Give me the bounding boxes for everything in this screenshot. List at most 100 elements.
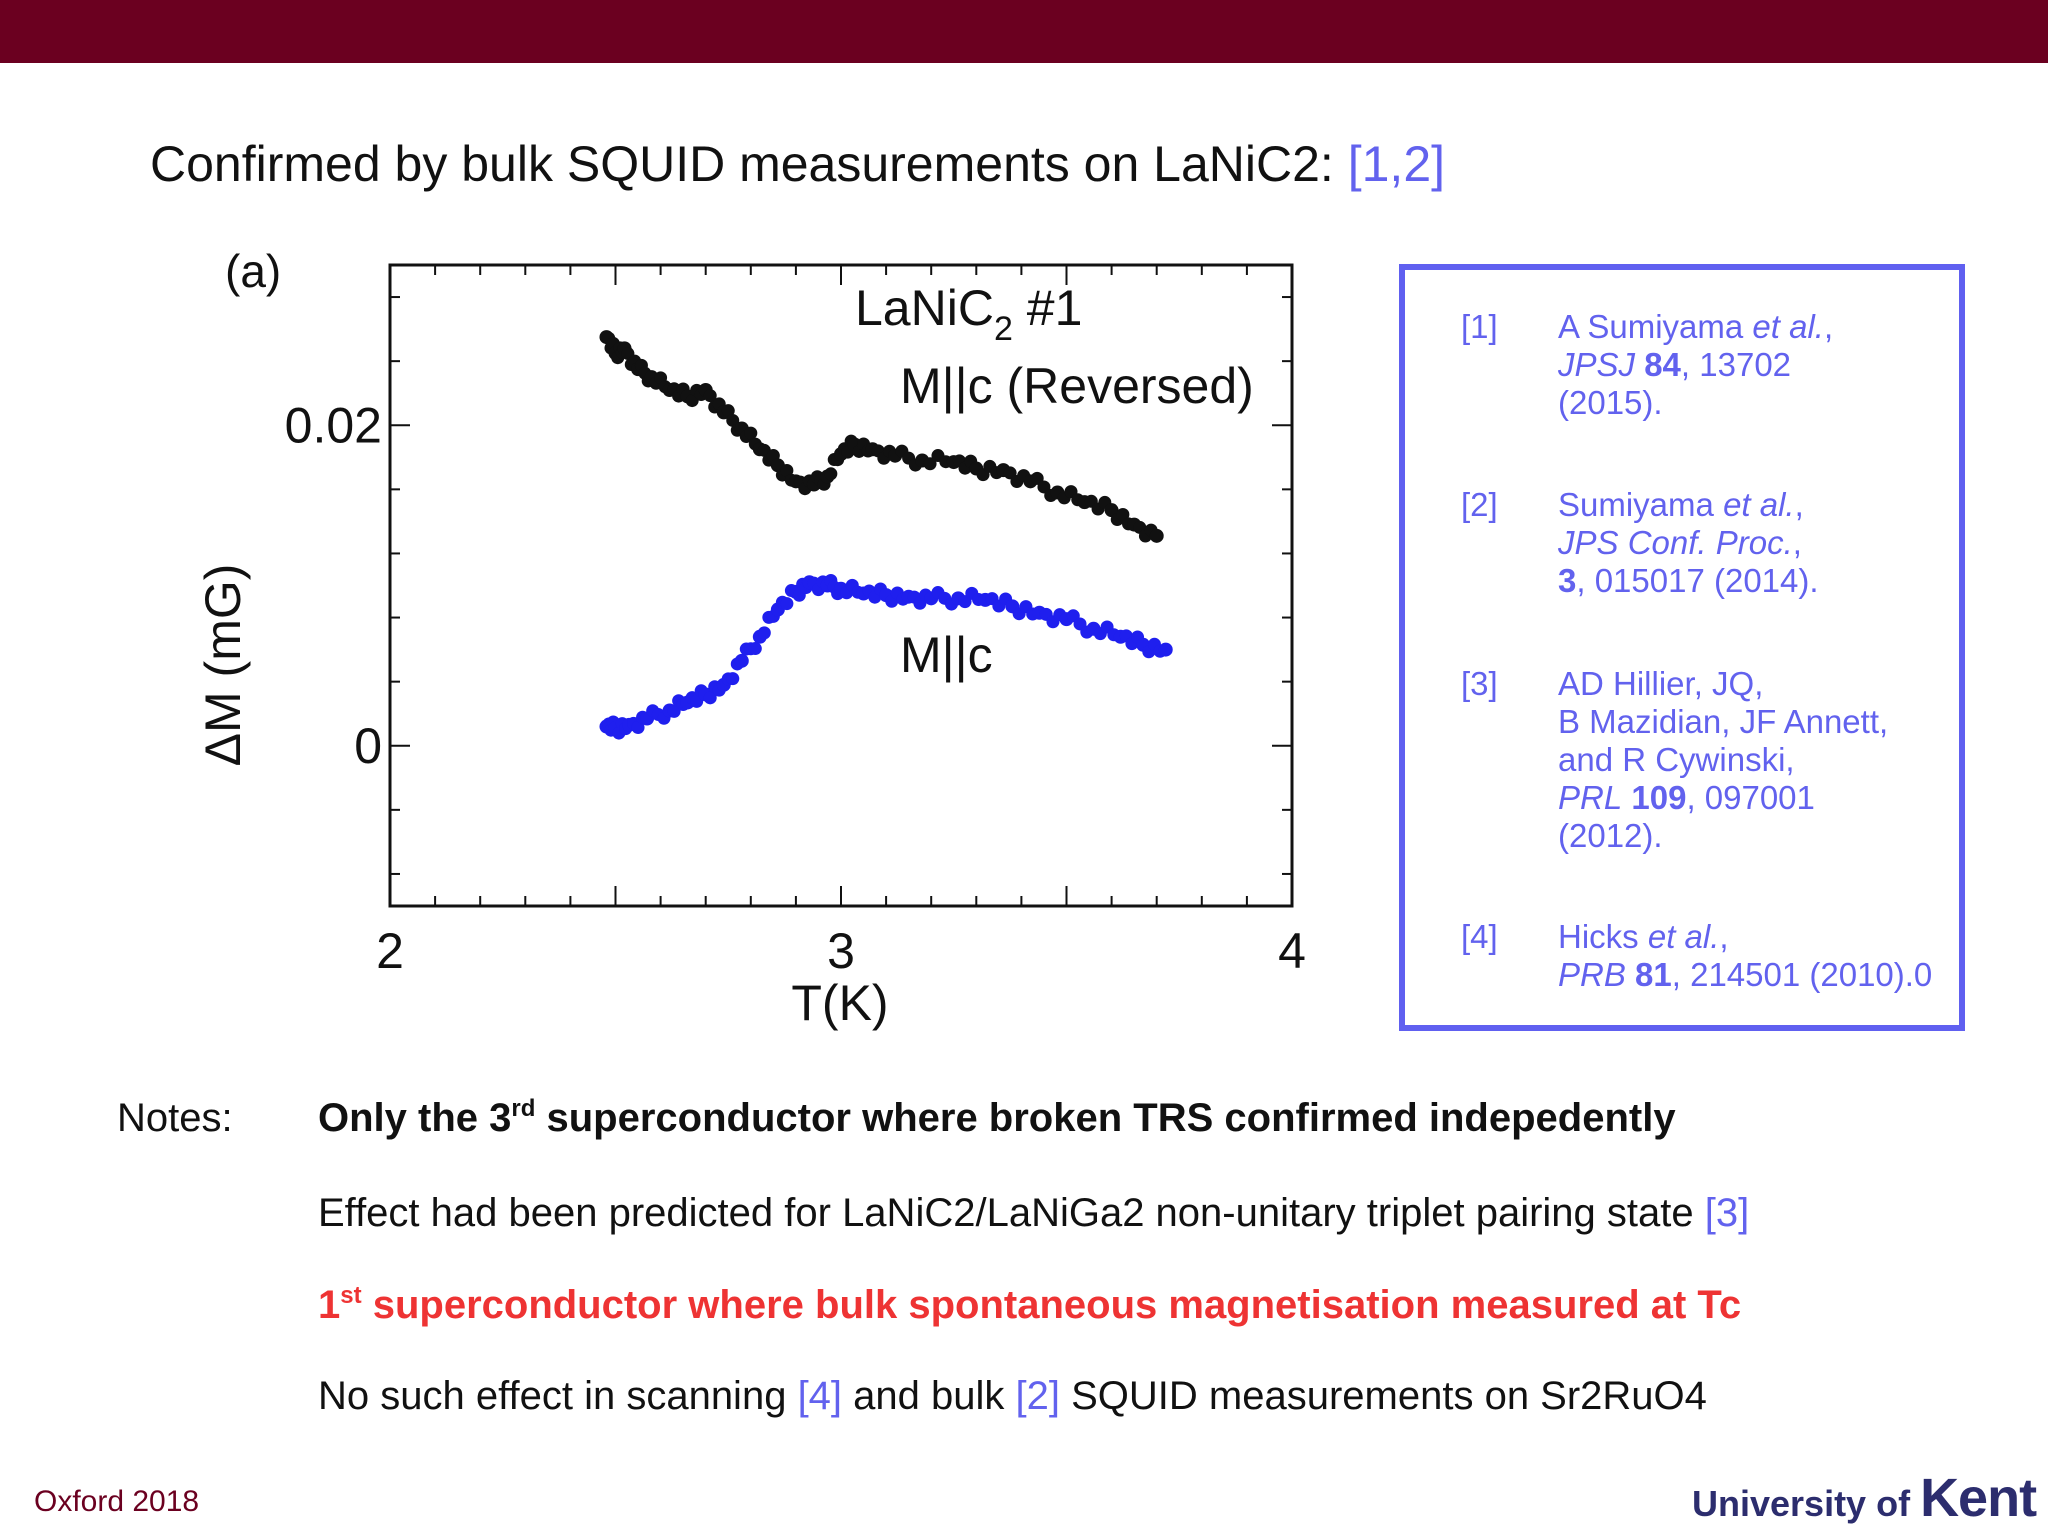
normal-series-label: M||c: [900, 627, 993, 683]
reversed-series-label: M||c (Reversed): [900, 358, 1254, 414]
reference-line: Hicks et al.,: [1558, 918, 1998, 956]
reference-segment: JPS Conf. Proc.: [1558, 524, 1793, 561]
reference-line: PRB 81, 214501 (2010).0: [1558, 956, 1998, 994]
reference-segment: 81: [1635, 956, 1672, 993]
data-point: [923, 457, 937, 471]
data-point: [726, 413, 740, 427]
y-tick-label: 0.02: [285, 397, 382, 453]
data-point: [748, 642, 762, 656]
note-1-post: superconductor where broken TRS confirme…: [535, 1096, 1676, 1140]
reference-segment: et al.: [1647, 918, 1720, 955]
reference-line: Sumiyama et al.,: [1558, 486, 1998, 524]
reference-line: JPSJ 84, 13702: [1558, 346, 1998, 384]
reference-number: [3]: [1461, 665, 1498, 702]
reference-segment: PRL: [1558, 779, 1623, 816]
reference-segment: (2012).: [1558, 817, 1663, 854]
reference-line: A Sumiyama et al.,: [1558, 308, 1998, 346]
panel-label: (a): [225, 245, 281, 297]
reference-text: Hicks et al., PRB 81, 214501 (2010).0: [1558, 918, 1998, 994]
references-box: [1] A Sumiyama et al., JPSJ 84, 13702 (2015…: [1399, 264, 1965, 1031]
y-axis-label: ΔM (mG): [195, 564, 251, 767]
data-point: [703, 691, 717, 705]
data-point: [726, 672, 740, 686]
data-point: [780, 597, 794, 611]
reference-segment: , 015017 (2014).: [1576, 562, 1819, 599]
reference-segment: Sumiyama: [1558, 486, 1724, 523]
reference-segment: , 097001: [1686, 779, 1815, 816]
note-4-text-2: and bulk: [842, 1374, 1016, 1418]
reference-segment: AD Hillier, JQ,: [1558, 665, 1764, 702]
reference-segment: et al.: [1723, 486, 1795, 523]
magnetisation-chart: 2 3 400.02 (a) LaNiC2 #1 M||c (Reversed) M…: [195, 245, 1306, 1031]
reference-segment: JPSJ: [1558, 346, 1636, 383]
note-2: Effect had been predicted for LaNiC2/LaN…: [318, 1189, 1749, 1237]
reference-number: [1]: [1461, 308, 1498, 345]
reference-number: [2]: [1461, 486, 1498, 523]
reference-line: JPS Conf. Proc.,: [1558, 524, 1998, 562]
reference-segment: 84: [1644, 346, 1681, 383]
reference-segment: A Sumiyama: [1558, 308, 1753, 345]
reference-segment: , 13702: [1680, 346, 1792, 383]
reference-segment: 109: [1631, 779, 1687, 816]
note-4-text-1: No such effect in scanning: [318, 1374, 798, 1418]
title-citation[interactable]: [1,2]: [1347, 136, 1446, 192]
note-1: Only the 3rd superconductor where broken…: [318, 1094, 1676, 1142]
data-point: [1116, 508, 1130, 522]
data-point: [780, 463, 794, 477]
reference-segment: [1626, 956, 1635, 993]
figure: 2 3 4 0 0.02 (a) LaNiC2 #1 M||c (Reversed) M…: [180, 240, 1320, 1060]
note-3-pre: 1: [318, 1283, 341, 1327]
series-normal: [599, 574, 1173, 740]
note-1-sup: rd: [511, 1095, 536, 1122]
reference-segment: PRB: [1558, 956, 1626, 993]
reference-segment: et al.: [1752, 308, 1824, 345]
x-axis-label: T(K): [791, 975, 888, 1031]
note-4-citation-1[interactable]: [4]: [797, 1374, 843, 1418]
note-4-citation-2[interactable]: [2]: [1015, 1374, 1060, 1418]
reference-segment: and R Cywinski,: [1558, 741, 1795, 778]
x-tick-label: 3: [827, 923, 855, 979]
note-2-citation[interactable]: [3]: [1704, 1191, 1750, 1235]
x-tick-label: 2: [376, 923, 404, 979]
data-point: [703, 389, 717, 403]
reference-segment: ,: [1823, 308, 1834, 345]
reference-segment: B Mazidian, JF Annett,: [1558, 703, 1889, 740]
reference-line: AD Hillier, JQ,: [1558, 665, 1998, 703]
reference-line: 3, 015017 (2014).: [1558, 562, 1998, 600]
note-4-text-3: SQUID measurements on Sr2RuO4: [1060, 1374, 1707, 1418]
reference-text: Sumiyama et al., JPS Conf. Proc., 3, 01501…: [1558, 486, 1998, 600]
reference-segment: [1622, 779, 1631, 816]
note-4: No such effect in scanning [4] and bulk …: [318, 1372, 1707, 1420]
x-tick-label: 4: [1278, 923, 1306, 979]
y-tick-label: 0: [354, 718, 382, 774]
sample-label-sub: 2: [994, 310, 1013, 348]
sample-label-suffix: #1: [1013, 280, 1083, 336]
logo-prefix: University of: [1692, 1483, 1921, 1524]
slide-title: Confirmed by bulk SQUID measurements on …: [150, 132, 1445, 196]
reference-text: A Sumiyama et al., JPSJ 84, 13702 (2015).: [1558, 308, 1998, 422]
reference-text: AD Hillier, JQ, B Mazidian, JF Annett, and…: [1558, 665, 1998, 855]
reference-segment: ,: [1794, 486, 1804, 523]
reference-segment: , 214501 (2010).0: [1671, 956, 1933, 993]
data-point: [734, 653, 749, 668]
data-point: [744, 426, 758, 440]
data-point: [1149, 528, 1164, 543]
reference-segment: ,: [1719, 918, 1729, 955]
data-point: [757, 626, 771, 640]
reference-line: (2015).: [1558, 384, 1998, 422]
note-3: 1st superconductor where bulk spontaneou…: [318, 1281, 1741, 1329]
data-point: [721, 404, 735, 418]
notes-label: Notes:: [117, 1096, 233, 1140]
data-point: [631, 720, 645, 734]
title-text: Confirmed by bulk SQUID measurements on …: [150, 136, 1334, 192]
data-point: [824, 467, 838, 481]
reference-line: PRL 109, 097001: [1558, 779, 1998, 817]
series-reversed: [599, 330, 1164, 543]
reference-segment: ,: [1792, 524, 1802, 561]
reference-number: [4]: [1461, 918, 1498, 955]
university-logo: University of Kent: [1692, 1467, 2037, 1529]
reference-line: (2012).: [1558, 817, 1998, 855]
reference-line: B Mazidian, JF Annett,: [1558, 703, 1998, 741]
footer-event: Oxford 2018: [34, 1485, 200, 1518]
reference-segment: 3: [1558, 562, 1577, 599]
